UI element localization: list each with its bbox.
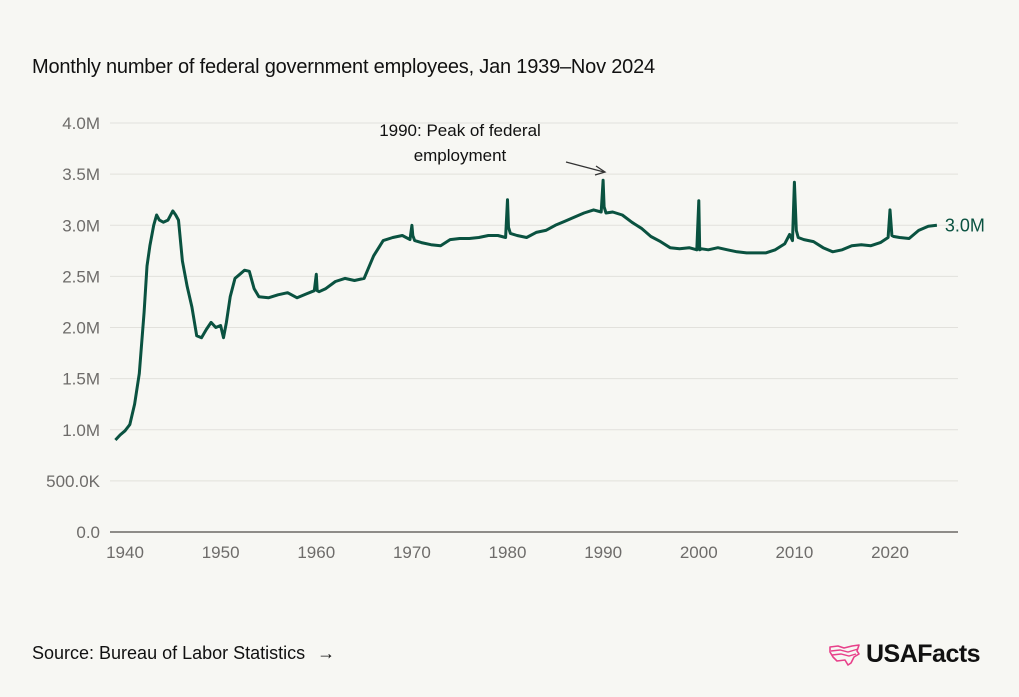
annotation-arrow-head-icon — [594, 165, 607, 176]
y-tick-label: 2.5M — [62, 267, 100, 286]
x-tick-label: 1980 — [489, 543, 527, 562]
x-tick-label: 2010 — [775, 543, 813, 562]
y-tick-label: 1.0M — [62, 421, 100, 440]
annotation-line-1: 1990: Peak of federal — [379, 121, 541, 140]
chart-title: Monthly number of federal government emp… — [32, 56, 655, 78]
x-tick-label: 2000 — [680, 543, 718, 562]
y-tick-label: 3.5M — [62, 165, 100, 184]
y-tick-label: 3.0M — [62, 216, 100, 235]
y-tick-label: 1.5M — [62, 370, 100, 389]
x-tick-label: 2020 — [871, 543, 909, 562]
x-axis-ticks: 1940 1950 1960 1970 1980 1990 2000 2010 2020 — [106, 543, 909, 562]
end-value-label: 3.0M — [945, 215, 985, 235]
y-tick-label: 4.0M — [62, 114, 100, 133]
y-tick-label: 0.0 — [76, 523, 100, 542]
source-label: Source: Bureau of Labor Statistics — [32, 643, 306, 663]
logo-text: USAFacts — [866, 640, 981, 668]
x-tick-label: 1950 — [202, 543, 240, 562]
series-line-federal-employees — [114, 178, 938, 442]
x-tick-label: 1990 — [584, 543, 622, 562]
x-tick-label: 1940 — [106, 543, 144, 562]
x-tick-label: 1970 — [393, 543, 431, 562]
annotation-line-2: employment — [414, 146, 507, 165]
annotation-arrow-line — [565, 161, 605, 173]
y-axis-ticks: 0.0 500.0K 1.0M 1.5M 2.0M 2.5M 3.0M 3.5M 4.0M — [46, 114, 101, 542]
arrow-right-icon: → — [317, 643, 336, 663]
gridlines — [110, 122, 958, 482]
x-tick-label: 1960 — [297, 543, 335, 562]
y-tick-label: 2.0M — [62, 319, 100, 338]
y-tick-label: 500.0K — [46, 472, 101, 491]
usafacts-logo: USAFacts — [828, 640, 981, 669]
source-link[interactable]: Source: Bureau of Labor Statistics → — [32, 643, 335, 664]
us-map-icon — [829, 643, 860, 666]
annotation-1990-peak: 1990: Peak of federal employment — [379, 121, 607, 176]
